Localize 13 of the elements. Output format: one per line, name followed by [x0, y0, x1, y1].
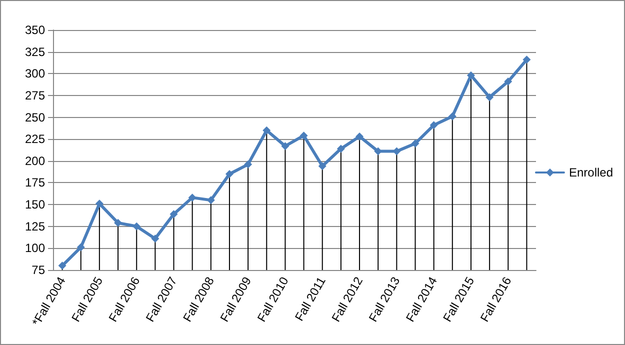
y-tick-label: 350 — [24, 23, 46, 37]
y-tick-label: 75 — [32, 263, 46, 277]
y-tick-label: 250 — [24, 110, 46, 124]
y-tick-label: 275 — [24, 88, 46, 102]
y-tick-label: 150 — [24, 198, 46, 212]
y-tick-label: 325 — [24, 44, 46, 59]
y-tick-label: 300 — [24, 66, 46, 81]
y-tick-label: 200 — [24, 154, 46, 168]
y-tick-label: 100 — [24, 241, 46, 256]
y-tick-label: 225 — [24, 132, 46, 146]
y-tick-label: 125 — [24, 219, 46, 234]
y-tick-label: 175 — [24, 176, 46, 190]
legend-label: Enrolled — [568, 166, 614, 180]
